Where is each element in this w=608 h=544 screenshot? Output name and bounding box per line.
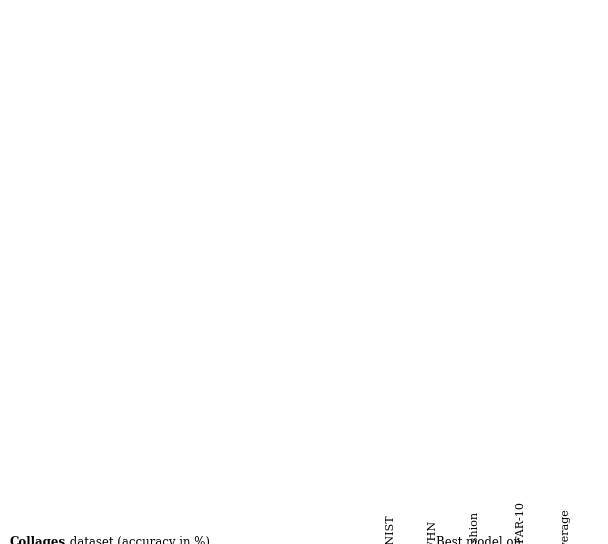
Text: Best model on: Best model on bbox=[435, 536, 520, 544]
Text: MNIST: MNIST bbox=[385, 515, 395, 544]
Text: Average: Average bbox=[561, 509, 571, 544]
Text: CIFAR-10: CIFAR-10 bbox=[515, 501, 525, 544]
Text: SVHN: SVHN bbox=[427, 520, 437, 544]
Text: dataset (accuracy in %): dataset (accuracy in %) bbox=[66, 536, 210, 544]
Text: Fashion: Fashion bbox=[469, 511, 479, 544]
Text: Collages: Collages bbox=[10, 536, 66, 544]
